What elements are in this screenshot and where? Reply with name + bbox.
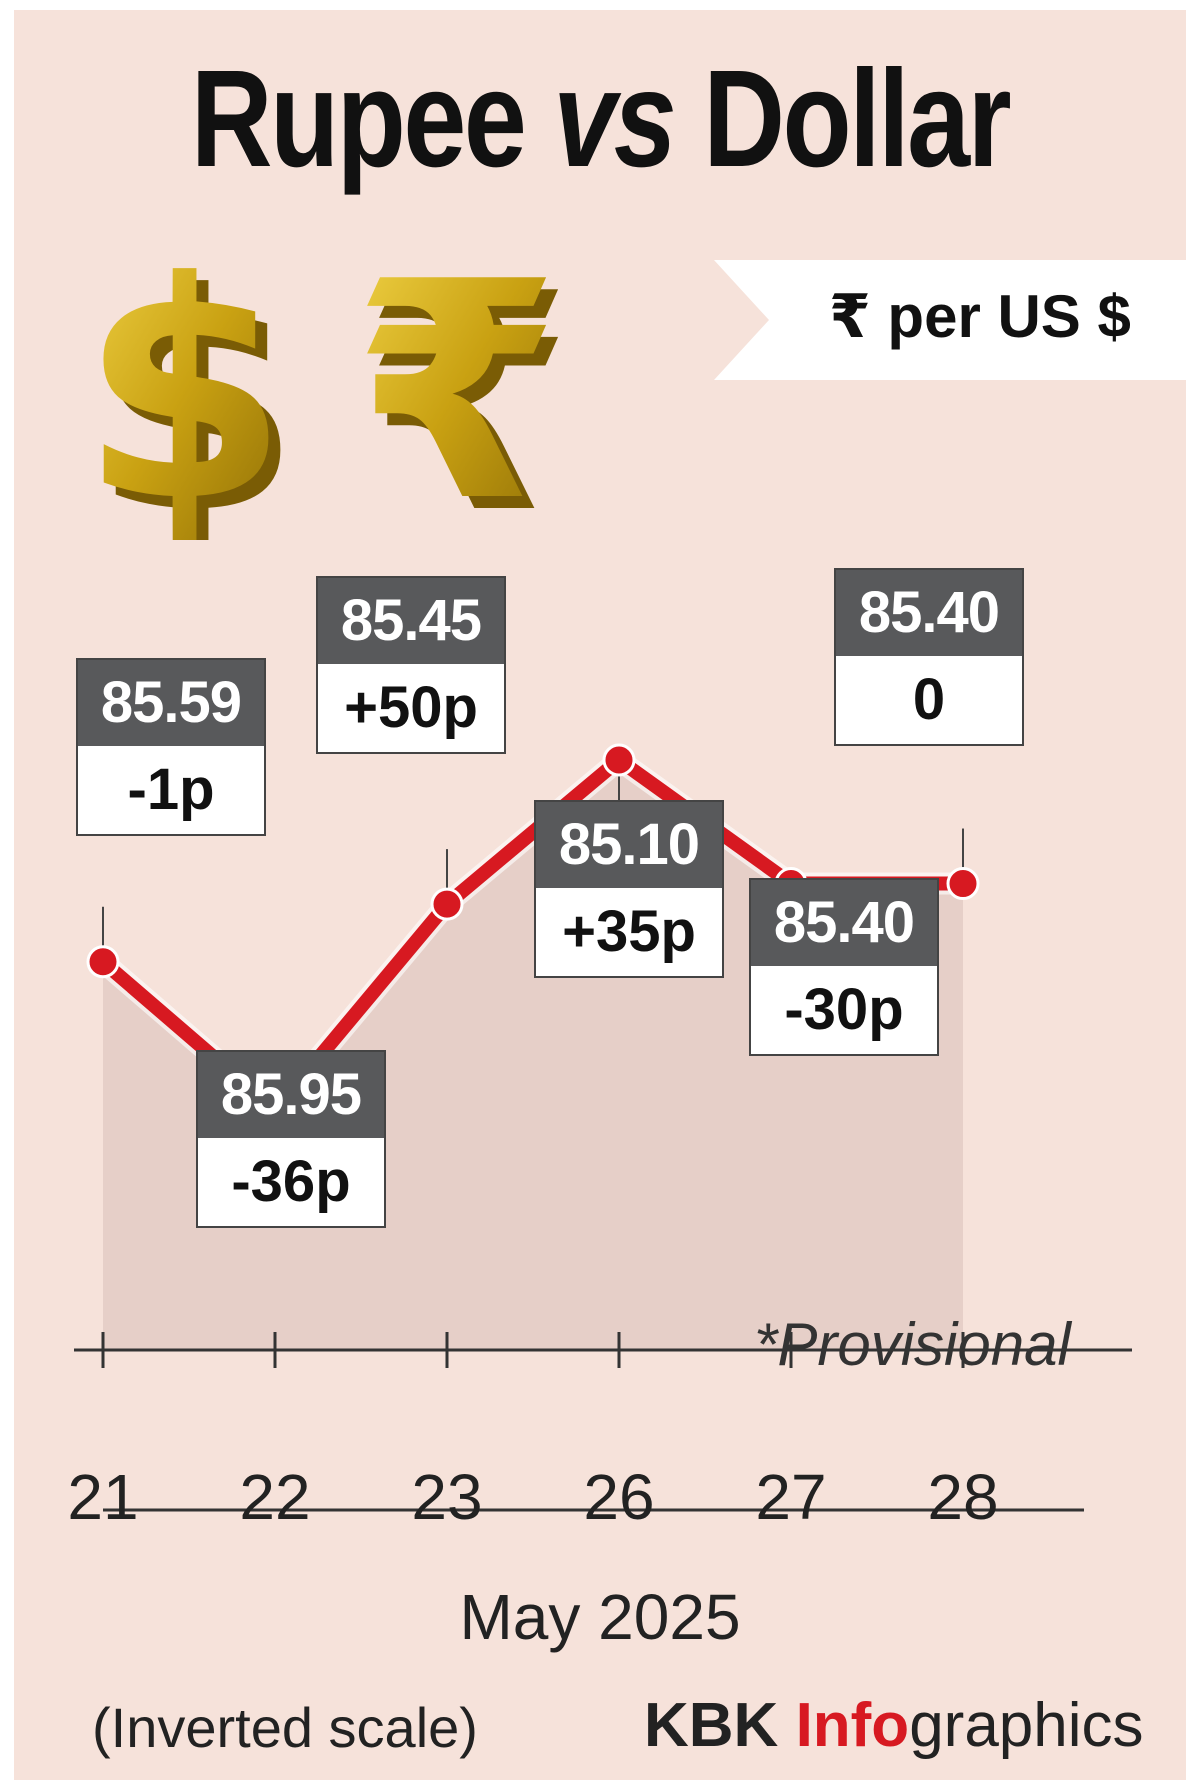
currency-icons: $ $ ₹ ₹	[74, 218, 634, 579]
data-label-change: -36p	[231, 1149, 351, 1214]
data-label-change: +35p	[562, 899, 696, 964]
data-label-change: +50p	[344, 675, 478, 740]
x-tick-label: 23	[411, 1461, 483, 1533]
credit: KBK Infographics	[644, 1690, 1144, 1761]
x-tick-label: 28	[927, 1461, 999, 1533]
data-point	[86, 945, 120, 979]
page-title: Rupee vs Dollar	[119, 50, 1080, 188]
data-label-box: 85.40 0	[834, 568, 1024, 746]
data-label-value: 85.40	[836, 570, 1022, 656]
unit-tag	[714, 260, 1200, 380]
x-axis-label: May 2025	[459, 1581, 741, 1653]
data-label-box: 85.45 +50p	[316, 576, 506, 754]
dollar-icon: $ $	[80, 218, 301, 579]
title-vs: vs	[553, 42, 676, 196]
data-label-change: 0	[912, 667, 946, 732]
data-label-value: 85.40	[751, 880, 937, 966]
currency-symbols-graphic: $ $ ₹ ₹	[80, 218, 573, 579]
provisional-note: *Provisional	[754, 1311, 1071, 1378]
unit-label: ₹ per US $	[829, 283, 1131, 350]
data-point	[602, 743, 636, 777]
svg-text:₹: ₹	[352, 240, 561, 540]
data-label-box: 85.59 -1p	[76, 658, 266, 836]
data-point	[430, 887, 464, 921]
credit-kbk: KBK	[644, 1691, 779, 1760]
data-label-value: 85.95	[198, 1052, 384, 1138]
svg-text:₹: ₹	[364, 240, 573, 540]
data-label-change: -30p	[784, 977, 904, 1042]
data-label-value: 85.45	[318, 578, 504, 664]
credit-graphics: graphics	[909, 1691, 1144, 1760]
x-tick-label: 22	[239, 1461, 311, 1533]
x-tick-label: 27	[755, 1461, 827, 1533]
data-label-box: 85.10 +35p	[534, 800, 724, 978]
svg-text:$: $	[80, 240, 289, 540]
data-label-change: -1p	[127, 757, 215, 822]
x-tick-label: 21	[67, 1461, 139, 1533]
title-dollar: Dollar	[703, 42, 1011, 196]
data-label-value: 85.59	[78, 660, 264, 746]
inverted-scale-note: (Inverted scale)	[92, 1696, 478, 1759]
data-label-value: 85.10	[536, 802, 722, 888]
title-rupee: Rupee	[190, 42, 527, 196]
x-tick-label: 26	[583, 1461, 655, 1533]
infographic-card: Rupee vs Dollar $ $ ₹ ₹ ₹ per US $	[14, 10, 1200, 1780]
credit-info: Info	[795, 1691, 910, 1760]
data-label-box: 85.95 -36p	[196, 1050, 386, 1228]
data-point	[946, 867, 980, 901]
rupee-icon: ₹ ₹	[352, 218, 573, 579]
data-label-box: 85.40 -30p	[749, 878, 939, 1056]
svg-text:$: $	[92, 240, 301, 540]
